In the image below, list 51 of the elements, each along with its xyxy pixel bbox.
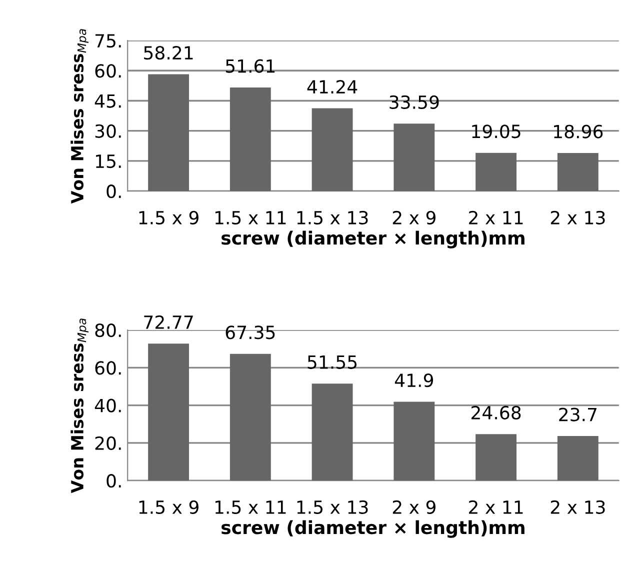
y-axis-title: Von Mises sress$_{Mpa}$ (70, 29, 88, 204)
x-tick-label: 2 x 13 (550, 500, 605, 514)
y-tick-label: 80. (95, 323, 121, 338)
x-tick-label: 1.5 x 11 (215, 500, 286, 514)
y-tick-label: 0. (106, 474, 121, 488)
bar (148, 74, 190, 192)
y-tick-label: 45. (94, 94, 121, 108)
bar (557, 153, 598, 192)
data-label: 18.96 (554, 124, 603, 138)
x-tick-label: 2 x 11 (469, 500, 523, 514)
bar (312, 384, 353, 481)
x-tick-label: 2 x 11 (469, 210, 523, 224)
x-tick-label: 1.5 x 13 (297, 210, 368, 224)
bar (557, 436, 598, 481)
bar (230, 87, 271, 192)
y-tick-label: 75. (96, 34, 121, 48)
data-label: 51.61 (226, 59, 275, 73)
bar (476, 434, 517, 481)
bar (394, 124, 435, 192)
data-label: 41.24 (307, 80, 358, 94)
x-tick-label: 2 x 9 (392, 210, 436, 224)
bar (230, 354, 271, 481)
y-tick-label: 15. (96, 154, 121, 168)
x-tick-label: 2 x 9 (392, 500, 436, 514)
y-tick-label: 60. (95, 361, 121, 375)
data-label: 23.7 (559, 408, 596, 422)
data-label: 19.05 (472, 124, 520, 138)
bar (312, 108, 353, 192)
y-tick-label: 30. (95, 124, 121, 138)
y-tick-label: 20. (95, 436, 121, 450)
y-tick-label: 0. (106, 184, 121, 198)
data-label: 67.35 (226, 326, 275, 340)
y-tick-label: 40. (94, 398, 121, 412)
x-axis-title: screw (diameter × length)mm (222, 230, 524, 248)
data-label: 58.21 (144, 46, 193, 60)
bar (148, 344, 190, 481)
bar (476, 152, 517, 192)
x-axis-title: screw (diameter × length)mm (222, 520, 524, 538)
bar (394, 402, 435, 481)
data-label: 24.68 (472, 406, 521, 420)
x-tick-label: 1.5 x 9 (139, 210, 198, 224)
x-tick-label: 1.5 x 9 (139, 500, 198, 514)
data-label: 41.9 (394, 373, 433, 388)
y-axis-title: Von Mises sress$_{Mpa}$ (70, 318, 88, 494)
data-label: 33.59 (390, 95, 439, 110)
data-label: 51.55 (308, 356, 357, 369)
y-tick-label: 60. (95, 64, 121, 78)
x-tick-label: 2 x 13 (550, 210, 605, 224)
data-label: 72.77 (144, 315, 193, 329)
x-tick-label: 1.5 x 11 (215, 211, 286, 224)
x-tick-label: 1.5 x 13 (297, 500, 368, 514)
